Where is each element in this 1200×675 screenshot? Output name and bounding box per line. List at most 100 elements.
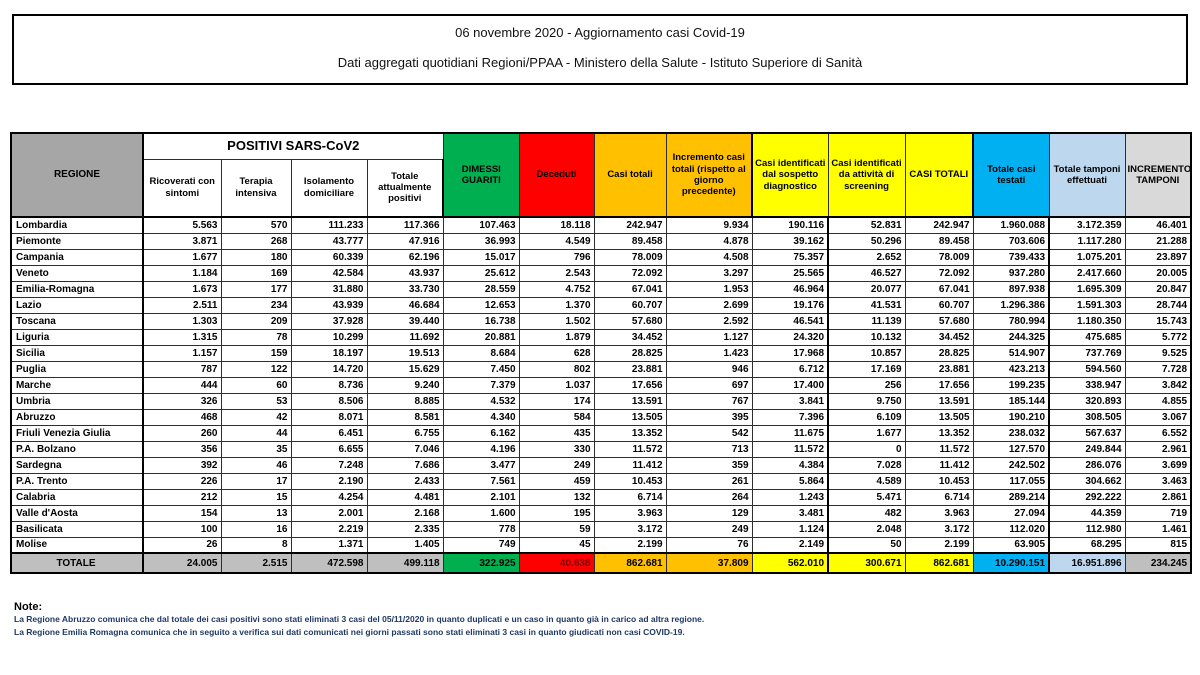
cell-casi-screening: 46.527 — [827, 264, 906, 282]
cell-casi-screening: 1.677 — [827, 424, 906, 442]
col-header-ricoverati-con-sintomi: Ricoverati con sintomi — [142, 158, 222, 218]
cell-casi-totali-2: 13.352 — [904, 424, 974, 442]
cell-totale-casi-testati: 423.213 — [972, 360, 1051, 378]
cell-dimessi-guariti: 2.101 — [442, 488, 520, 506]
cell-ricoverati-con-sintomi: 1.303 — [142, 312, 222, 330]
cell-casi-totali-2: 13.505 — [904, 408, 974, 426]
cell-incremento-tamponi: 6.552 — [1124, 424, 1192, 442]
cell-casi-screening: 9.750 — [827, 392, 906, 410]
cell-incremento-casi-totali: 4.878 — [665, 232, 753, 250]
cell-terapia-intensiva: 209 — [220, 312, 292, 330]
cell-terapia-intensiva: 53 — [220, 392, 292, 410]
cell-totale-attualmente-positivi: 8.885 — [366, 392, 444, 410]
cell-totale-casi-testati: 199.235 — [972, 376, 1051, 394]
cell-terapia-intensiva: 13 — [220, 504, 292, 522]
cell-totale-casi-testati: 10.290.151 — [972, 552, 1051, 574]
cell-casi-totali: 23.881 — [593, 360, 667, 378]
cell-incremento-casi-totali: 2.699 — [665, 296, 753, 314]
report-subtitle: Dati aggregati quotidiani Regioni/PPAA -… — [337, 55, 863, 70]
cell-casi-totali: 60.707 — [593, 296, 667, 314]
region-row: Campania 1.677 180 60.339 62.196 15.017 796 78.… — [10, 248, 1192, 266]
cell-totale-casi-testati: 1.960.088 — [972, 216, 1051, 234]
cell-isolamento-domiciliare: 4.254 — [290, 488, 368, 506]
cell-totale-attualmente-positivi: 2.168 — [366, 504, 444, 522]
cell-dimessi-guariti: 15.017 — [442, 248, 520, 266]
cell-incremento-tamponi: 1.461 — [1124, 520, 1192, 538]
cell-ricoverati-con-sintomi: 100 — [142, 520, 222, 538]
region-name: Toscana — [10, 312, 144, 330]
cell-totale-tamponi-effettuati: 112.980 — [1048, 520, 1126, 538]
region-name: Valle d'Aosta — [10, 504, 144, 522]
region-name: P.A. Trento — [10, 472, 144, 490]
col-group-positivi-sars-cov2: POSITIVI SARS-CoV2 — [142, 132, 444, 160]
cell-totale-attualmente-positivi: 9.240 — [366, 376, 444, 394]
cell-totale-tamponi-effettuati: 737.769 — [1048, 344, 1126, 362]
cell-deceduti: 132 — [518, 488, 595, 506]
cell-totale-casi-testati: 739.433 — [972, 248, 1051, 266]
cell-casi-totali: 17.656 — [593, 376, 667, 394]
cell-totale-attualmente-positivi: 1.405 — [366, 536, 444, 554]
cell-deceduti: 45 — [518, 536, 595, 554]
cell-casi-totali-2: 89.458 — [904, 232, 974, 250]
cell-casi-sospetto-diagnostico: 5.864 — [751, 472, 830, 490]
cell-dimessi-guariti: 4.196 — [442, 440, 520, 458]
cell-incremento-casi-totali: 713 — [665, 440, 753, 458]
cell-casi-screening: 300.671 — [827, 552, 906, 574]
region-row: Puglia 787 122 14.720 15.629 7.450 802 23.881 94… — [10, 360, 1192, 378]
cell-casi-totali-2: 34.452 — [904, 328, 974, 346]
cell-deceduti: 584 — [518, 408, 595, 426]
col-header-totale-tamponi-effettuati: Totale tamponi effettuati — [1048, 132, 1126, 218]
cell-ricoverati-con-sintomi: 2.511 — [142, 296, 222, 314]
cell-casi-screening: 41.531 — [827, 296, 906, 314]
cell-totale-tamponi-effettuati: 1.117.280 — [1048, 232, 1126, 250]
cell-totale-tamponi-effettuati: 320.893 — [1048, 392, 1126, 410]
cell-totale-casi-testati: 242.502 — [972, 456, 1051, 474]
cell-casi-sospetto-diagnostico: 190.116 — [751, 216, 830, 234]
cell-totale-tamponi-effettuati: 3.172.359 — [1048, 216, 1126, 234]
col-header-dimessi-guariti: DIMESSI GUARITI — [442, 132, 520, 218]
cell-deceduti: 1.037 — [518, 376, 595, 394]
cell-incremento-casi-totali: 1.127 — [665, 328, 753, 346]
cell-totale-attualmente-positivi: 43.937 — [366, 264, 444, 282]
cell-totale-casi-testati: 514.907 — [972, 344, 1051, 362]
cell-totale-attualmente-positivi: 6.755 — [366, 424, 444, 442]
cell-casi-totali: 67.041 — [593, 280, 667, 298]
col-header-incremento-tamponi: INCREMENTO TAMPONI — [1124, 132, 1192, 218]
cell-ricoverati-con-sintomi: 5.563 — [142, 216, 222, 234]
cell-deceduti: 4.549 — [518, 232, 595, 250]
cell-casi-totali: 10.453 — [593, 472, 667, 490]
cell-terapia-intensiva: 122 — [220, 360, 292, 378]
cell-incremento-casi-totali: 4.508 — [665, 248, 753, 266]
cell-casi-sospetto-diagnostico: 46.964 — [751, 280, 830, 298]
region-name: Puglia — [10, 360, 144, 378]
col-header-totale-attualmente-positivi: Totale attualmente positivi — [366, 158, 445, 218]
cell-deceduti: 796 — [518, 248, 595, 266]
cell-casi-screening: 6.109 — [827, 408, 906, 426]
cell-isolamento-domiciliare: 2.219 — [290, 520, 368, 538]
cell-totale-tamponi-effettuati: 308.505 — [1048, 408, 1126, 426]
total-row: TOTALE 24.005 2.515 472.598 499.118 322.925 40… — [10, 552, 1192, 574]
cell-incremento-casi-totali: 76 — [665, 536, 753, 554]
cell-totale-attualmente-positivi: 47.916 — [366, 232, 444, 250]
cell-dimessi-guariti: 107.463 — [442, 216, 520, 234]
cell-dimessi-guariti: 8.684 — [442, 344, 520, 362]
region-name: Sicilia — [10, 344, 144, 362]
cell-casi-screening: 52.831 — [827, 216, 906, 234]
cell-incremento-tamponi: 2.961 — [1124, 440, 1192, 458]
cell-totale-tamponi-effettuati: 249.844 — [1048, 440, 1126, 458]
region-row: Piemonte 3.871 268 43.777 47.916 36.993 4.549 8… — [10, 232, 1192, 250]
col-header-isolamento-domiciliare: Isolamento domiciliare — [290, 158, 368, 218]
cell-casi-sospetto-diagnostico: 6.712 — [751, 360, 830, 378]
col-header-casi-sospetto-diagnostico: Casi identificati dal sospetto diagnosti… — [751, 132, 829, 218]
cell-casi-sospetto-diagnostico: 11.675 — [751, 424, 830, 442]
region-row: Veneto 1.184 169 42.584 43.937 25.612 2.543 72.… — [10, 264, 1192, 282]
cell-dimessi-guariti: 7.379 — [442, 376, 520, 394]
cell-casi-totali-2: 57.680 — [904, 312, 974, 330]
cell-ricoverati-con-sintomi: 392 — [142, 456, 222, 474]
region-row: Sardegna 392 46 7.248 7.686 3.477 249 11.412 359… — [10, 456, 1192, 474]
cell-dimessi-guariti: 16.738 — [442, 312, 520, 330]
cell-casi-screening: 5.471 — [827, 488, 906, 506]
cell-isolamento-domiciliare: 7.248 — [290, 456, 368, 474]
cell-totale-casi-testati: 63.905 — [972, 536, 1051, 554]
cell-dimessi-guariti: 12.653 — [442, 296, 520, 314]
